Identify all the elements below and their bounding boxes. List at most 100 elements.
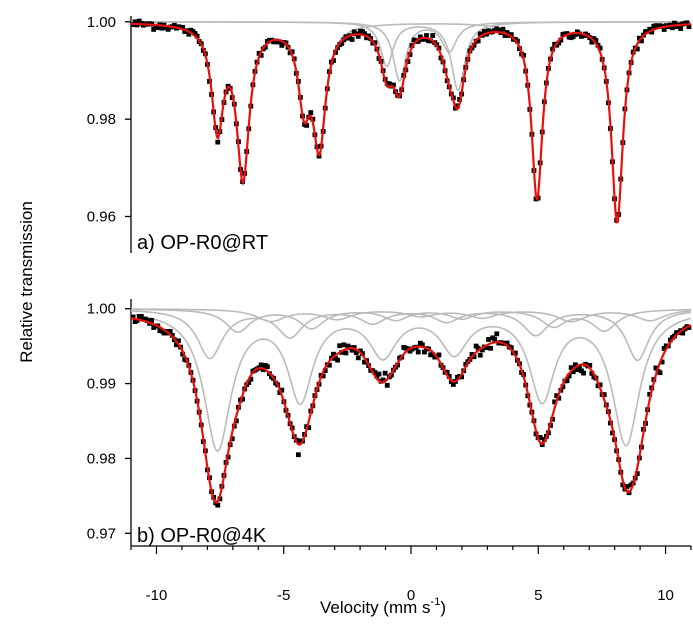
x-tick-label: -10	[146, 587, 168, 604]
data-point	[415, 349, 421, 355]
x-axis-title-close: )	[440, 598, 446, 617]
data-point	[556, 395, 562, 401]
data-point	[492, 336, 498, 342]
data-point	[229, 436, 235, 442]
data-point	[572, 32, 578, 37]
data-point	[494, 331, 500, 337]
x-axis-title-sup: -1	[431, 596, 441, 608]
panel-a: 1.00 0.98 0.96 a) OP-R0@RT	[87, 14, 692, 255]
data-point	[308, 110, 314, 115]
data-point	[657, 370, 663, 376]
data-point	[382, 370, 388, 376]
data-point	[686, 24, 692, 30]
data-point	[289, 49, 295, 55]
data-point	[424, 33, 429, 38]
data-point	[353, 350, 359, 356]
y-tick-label: 0.97	[87, 525, 116, 542]
data-point	[186, 31, 192, 37]
data-point	[138, 313, 144, 319]
data-point	[422, 349, 427, 355]
x-tick-label: 0	[407, 587, 415, 604]
data-point	[508, 345, 514, 351]
data-point	[597, 382, 603, 388]
data-point	[174, 342, 179, 348]
data-point	[589, 371, 595, 376]
y-tick-label: 1.00	[87, 301, 116, 318]
data-point	[554, 393, 560, 399]
data-point	[502, 33, 508, 38]
data-point	[215, 139, 221, 145]
data-point	[670, 25, 675, 31]
data-point	[264, 364, 270, 370]
data-point	[277, 39, 283, 45]
data-point	[477, 352, 483, 358]
data-point	[589, 39, 595, 45]
data-point	[337, 343, 343, 349]
data-point	[678, 26, 684, 31]
data-point	[436, 352, 442, 358]
data-point	[572, 362, 578, 368]
data-point	[430, 33, 436, 38]
data-point	[279, 42, 285, 48]
data-point	[248, 376, 254, 382]
data-point	[649, 29, 655, 35]
data-point	[331, 351, 336, 357]
data-point	[355, 355, 361, 361]
data-point	[552, 399, 558, 405]
x-axis: -10 -5 0 5 10	[130, 545, 692, 604]
data-point	[130, 314, 136, 320]
data-point	[151, 26, 157, 32]
data-point	[422, 36, 427, 42]
data-point	[667, 337, 673, 343]
data-point	[430, 352, 436, 357]
subspectrum-curve	[130, 314, 692, 452]
y-tick-label: 0.98	[87, 450, 116, 467]
data-point	[459, 374, 465, 380]
data-point	[417, 34, 423, 40]
data-point	[180, 351, 186, 357]
data-point	[564, 378, 570, 384]
x-tick-label: 10	[657, 587, 674, 604]
data-point	[355, 33, 361, 39]
panel-label-bg	[133, 520, 323, 548]
data-point	[171, 22, 177, 28]
data-point	[167, 328, 173, 334]
data-point	[504, 30, 510, 35]
data-point	[512, 350, 518, 356]
data-point	[484, 345, 489, 351]
data-point	[634, 46, 640, 52]
data-point	[240, 396, 245, 402]
data-point	[343, 350, 349, 356]
y-axis-title: Relative transmission	[17, 201, 36, 363]
data-point	[537, 435, 543, 440]
data-point	[593, 38, 599, 43]
data-point	[597, 45, 603, 51]
fit-curve	[130, 22, 692, 224]
data-point	[192, 31, 198, 36]
data-point	[659, 359, 665, 365]
data-point	[661, 27, 667, 32]
data-point	[463, 361, 469, 367]
data-point	[446, 374, 452, 379]
data-point	[653, 365, 659, 371]
data-point	[577, 364, 582, 370]
data-point	[320, 373, 326, 379]
data-point	[357, 348, 363, 354]
data-point	[486, 337, 491, 342]
data-point	[684, 20, 690, 26]
data-point	[672, 20, 677, 26]
data-point	[634, 471, 640, 477]
data-point	[194, 33, 200, 39]
data-point	[481, 29, 487, 34]
data-point	[624, 484, 630, 489]
data-point	[335, 357, 341, 363]
data-point	[376, 371, 382, 377]
data-point	[326, 362, 332, 368]
y-tick-label: 0.99	[87, 376, 116, 393]
data-point	[686, 325, 692, 330]
data-point	[574, 367, 580, 373]
data-point	[521, 52, 527, 58]
data-point	[306, 425, 312, 431]
data-point	[471, 354, 477, 360]
